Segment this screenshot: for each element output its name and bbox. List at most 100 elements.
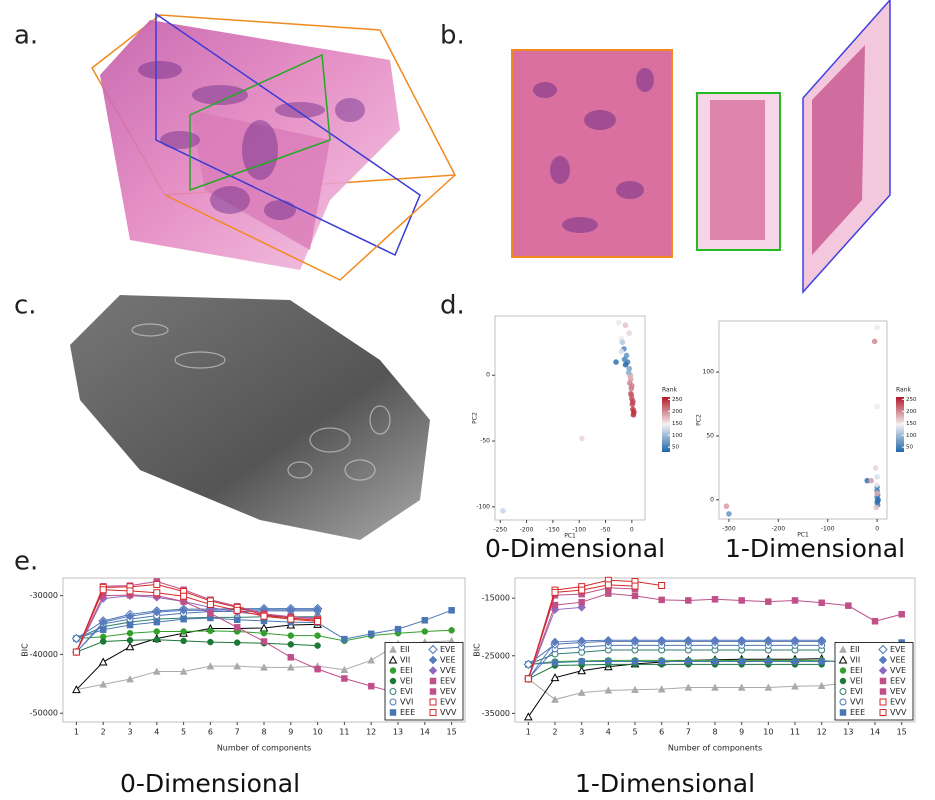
legend-marker: [878, 655, 888, 665]
legend-label: EII: [850, 645, 860, 654]
colorbar-tick-label: 150: [906, 421, 917, 427]
point: [621, 356, 628, 363]
marker: [99, 680, 108, 688]
x-tick-label: 11: [339, 728, 349, 737]
x-tick-label: 6: [208, 728, 213, 737]
y-tick-label: -35000: [482, 709, 510, 718]
marker: [99, 638, 107, 645]
legend-marker: [428, 655, 438, 665]
legend-label: VVI: [400, 698, 413, 707]
marker: [765, 598, 772, 605]
legend-marker: [839, 645, 847, 653]
y-axis-label: PC2: [472, 412, 479, 424]
marker: [421, 617, 429, 624]
marker: [577, 688, 586, 696]
point: [630, 398, 636, 405]
series-line: [527, 644, 822, 680]
legend-box: [384, 642, 464, 721]
marker: [683, 635, 693, 645]
legend-marker: [389, 709, 397, 716]
marker: [125, 642, 135, 651]
legend-label: EVV: [440, 698, 457, 707]
colorbar-tick-label: 150: [672, 421, 683, 427]
colorbar-tick-label: 250: [672, 397, 683, 403]
colorbar-title: Rank: [896, 387, 912, 394]
x-tick-label: 2: [101, 728, 106, 737]
x-tick-label: -200: [771, 526, 785, 533]
point: [631, 409, 637, 415]
marker: [207, 610, 214, 617]
marker: [341, 635, 348, 643]
point: [868, 477, 874, 484]
marker: [260, 638, 268, 645]
legend-marker: [389, 688, 397, 695]
marker: [551, 695, 559, 703]
marker: [711, 658, 719, 665]
x-tick-label: 12: [817, 728, 827, 737]
x-tick-label: -200: [520, 527, 534, 534]
marker: [603, 635, 613, 645]
marker: [791, 597, 799, 604]
marker: [153, 636, 161, 643]
point: [874, 474, 880, 480]
legend-marker: [429, 698, 437, 706]
marker: [421, 628, 429, 635]
legend-marker: [878, 644, 888, 655]
marker: [260, 663, 268, 671]
series-line: [527, 639, 822, 680]
point: [726, 511, 732, 517]
legend-label: EVI: [400, 687, 413, 696]
marker: [206, 600, 214, 608]
marker: [685, 597, 692, 604]
marker: [98, 657, 108, 666]
point: [874, 498, 881, 504]
point: [579, 435, 585, 442]
marker: [260, 612, 268, 620]
marker: [711, 596, 719, 603]
legend-label: VII: [850, 656, 860, 665]
plot-frame: [494, 315, 646, 521]
legend-label: EVE: [440, 645, 456, 654]
point: [628, 392, 635, 398]
marker: [871, 617, 879, 625]
chart: -100 -50 0 -250 -200 -150 -100 -50 0 PC1 PC2 0-Dime…: [472, 315, 683, 563]
legend-label: EEE: [850, 708, 865, 717]
point: [618, 348, 625, 355]
legend-label: VEI: [400, 677, 413, 686]
chart: 0 50 100 -300 -200 -100 0 PC1 PC2 1-Dimensional Ra…: [696, 320, 917, 563]
point: [874, 324, 880, 331]
y-axis-label: BIC: [473, 643, 482, 657]
x-tick-label: 12: [366, 728, 376, 737]
legend-marker: [389, 698, 397, 706]
marker: [578, 658, 585, 665]
x-tick-label: -100: [572, 527, 586, 534]
marker: [711, 683, 719, 691]
marker: [790, 635, 800, 645]
legend-marker: [839, 677, 847, 685]
y-tick-label: -15000: [482, 594, 510, 603]
legend-marker: [389, 667, 397, 674]
x-tick-label: 0: [630, 527, 634, 534]
marker: [448, 627, 455, 634]
charts: -100 -50 0 -250 -200 -150 -100 -50 0 PC1 PC2 0-Dime…: [21, 315, 917, 798]
marker: [98, 617, 108, 627]
marker: [152, 667, 161, 675]
x-tick-label: 7: [686, 728, 691, 737]
legend-marker: [389, 677, 397, 685]
tissue-slices: [511, 0, 891, 294]
legend-marker: [428, 666, 438, 675]
x-tick-label: 3: [127, 728, 132, 737]
marker: [550, 637, 560, 647]
legend-marker: [839, 709, 847, 716]
y-tick-label: -25000: [482, 651, 510, 660]
panel-label: b.: [440, 21, 465, 51]
marker: [99, 586, 107, 594]
legend-label: EEI: [850, 666, 862, 675]
y-tick-label: 0: [486, 372, 490, 379]
marker: [99, 626, 107, 633]
panel-label: d.: [440, 291, 465, 321]
x-tick-label: 8: [261, 728, 266, 737]
panel-label: c.: [14, 291, 37, 321]
